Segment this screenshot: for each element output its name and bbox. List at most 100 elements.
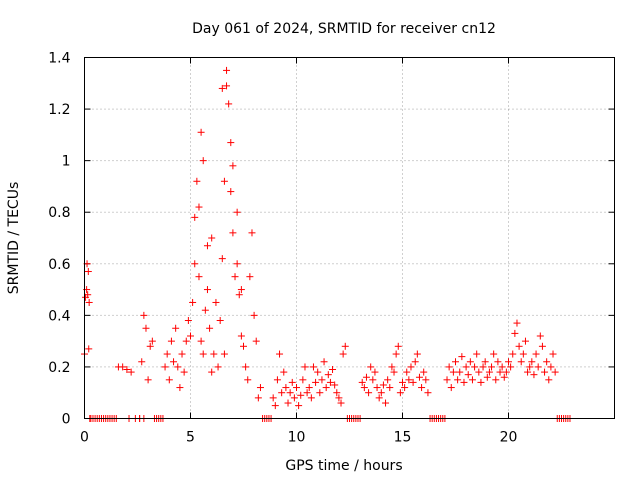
data-point (449, 368, 457, 376)
data-point (197, 337, 205, 345)
data-point (551, 368, 559, 376)
data-points-layer (81, 66, 574, 422)
data-point (534, 363, 542, 371)
data-point (195, 203, 203, 211)
data-point (460, 378, 468, 386)
y-tick-label: 0.4 (48, 308, 70, 324)
data-point (250, 311, 258, 319)
data-point (377, 389, 385, 397)
data-point (307, 394, 315, 402)
data-point (375, 394, 383, 402)
x-tick-label: 10 (288, 430, 306, 446)
data-point (140, 311, 148, 319)
data-point (326, 378, 334, 386)
data-point (170, 358, 178, 366)
data-point (203, 286, 211, 294)
data-point (184, 317, 192, 325)
data-point (223, 66, 231, 74)
data-point (536, 332, 544, 340)
data-point (473, 350, 481, 358)
data-point (477, 378, 485, 386)
data-point (532, 350, 540, 358)
data-point (505, 358, 512, 366)
data-point (511, 329, 519, 337)
data-point (206, 324, 214, 332)
data-point (123, 366, 131, 374)
data-point (388, 363, 396, 371)
data-point (541, 368, 549, 376)
x-tick-label: 20 (500, 430, 518, 446)
data-point (191, 213, 199, 221)
data-point (254, 394, 262, 402)
data-point (231, 273, 239, 281)
data-point (320, 358, 328, 366)
data-point (284, 399, 292, 407)
data-point (182, 337, 190, 345)
data-point (301, 363, 309, 371)
data-point (187, 332, 194, 340)
data-point (282, 384, 290, 392)
data-point (248, 229, 256, 237)
data-point (543, 358, 551, 366)
data-point (498, 363, 506, 371)
data-point (513, 319, 521, 327)
data-point (237, 286, 245, 294)
data-point (271, 402, 279, 410)
data-point (193, 177, 201, 185)
data-point (305, 384, 313, 392)
data-point (309, 363, 317, 371)
chart-title: Day 061 of 2024, SRMTID for receiver cn1… (192, 21, 496, 37)
data-point (528, 358, 536, 366)
data-point (163, 350, 171, 358)
data-point (464, 371, 472, 379)
data-point (379, 381, 387, 389)
data-point (458, 353, 466, 361)
data-point (549, 350, 557, 358)
data-point (547, 363, 555, 371)
data-point (382, 399, 390, 407)
data-point (483, 373, 491, 381)
data-point (167, 337, 175, 345)
data-point (201, 306, 209, 314)
data-point (84, 268, 92, 276)
data-point (208, 234, 216, 242)
data-point (303, 389, 311, 397)
data-point (407, 363, 415, 371)
data-point (293, 384, 300, 392)
data-point (362, 373, 370, 381)
data-point (502, 368, 510, 376)
data-point (443, 376, 451, 384)
data-point (127, 368, 135, 376)
data-point (337, 399, 345, 407)
data-point (445, 363, 453, 371)
data-point (335, 394, 343, 402)
data-point (401, 384, 409, 392)
data-point (538, 342, 546, 350)
data-point (360, 384, 368, 392)
data-point (172, 324, 180, 332)
data-point (229, 229, 237, 237)
data-point (492, 376, 500, 384)
data-point (367, 363, 375, 371)
y-tick-label: 0 (62, 412, 71, 428)
data-point (180, 368, 188, 376)
data-point (235, 291, 243, 299)
data-point (384, 376, 392, 384)
data-point (225, 100, 233, 108)
data-point (369, 376, 377, 384)
y-axis-label: SRMTID / TECUs (6, 182, 22, 295)
data-point (396, 389, 404, 397)
data-point (240, 342, 247, 350)
data-point (418, 384, 426, 392)
data-point (454, 376, 462, 384)
data-point (390, 368, 398, 376)
data-point (413, 350, 421, 358)
data-point (519, 350, 527, 358)
data-point (220, 350, 228, 358)
data-point (488, 363, 496, 371)
data-point (468, 376, 476, 384)
data-point (475, 368, 483, 376)
data-point (500, 373, 508, 381)
data-point (220, 177, 228, 185)
